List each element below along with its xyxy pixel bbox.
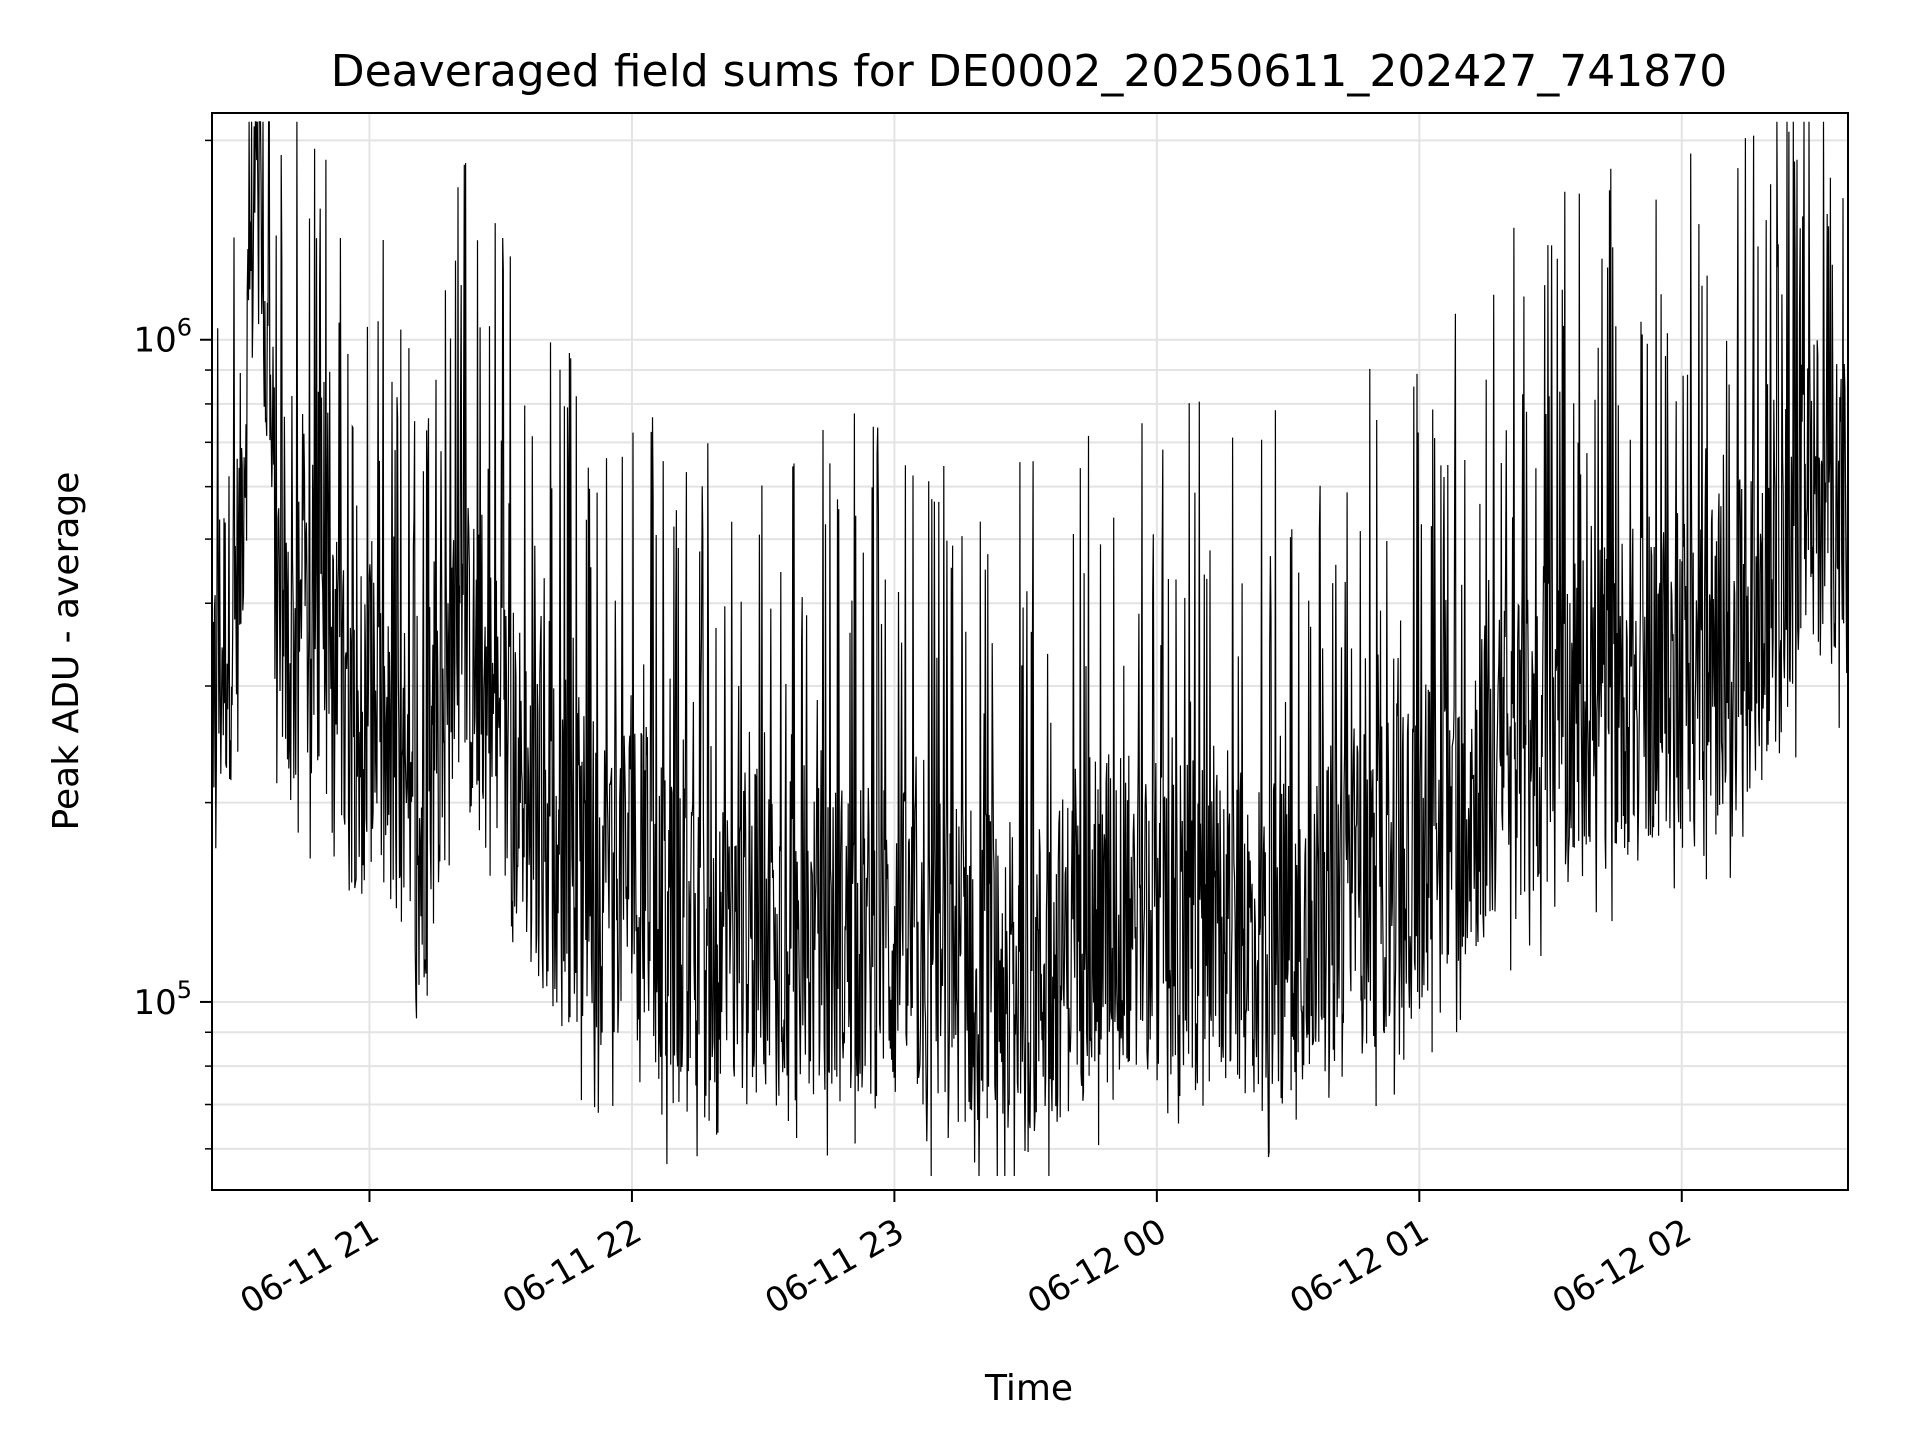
x-tick-label: 06-12 00 <box>1021 1211 1173 1322</box>
x-tick-label: 06-11 22 <box>496 1211 648 1322</box>
plot-frame <box>211 112 1849 1191</box>
series-path <box>211 121 1849 1177</box>
y-axis: 105 106 <box>133 139 212 1150</box>
y-axis-label: Peak ADU - average <box>46 472 87 831</box>
x-tick-label: 06-11 23 <box>759 1211 911 1322</box>
x-tick-label: 06-12 02 <box>1546 1211 1698 1322</box>
x-tick-label: 06-11 21 <box>234 1211 386 1322</box>
y-tick-label: 105 <box>133 976 192 1023</box>
chart-title: Deaveraged field sums for DE0002_2025061… <box>331 46 1728 97</box>
x-axis: 06-11 21 06-11 22 06-11 23 06-12 00 06-12 01… <box>234 1190 1698 1322</box>
series-line <box>211 121 1849 1177</box>
x-axis-label: Time <box>984 1368 1073 1409</box>
x-tick-label: 06-12 01 <box>1283 1211 1435 1322</box>
y-tick-label: 106 <box>133 314 192 361</box>
